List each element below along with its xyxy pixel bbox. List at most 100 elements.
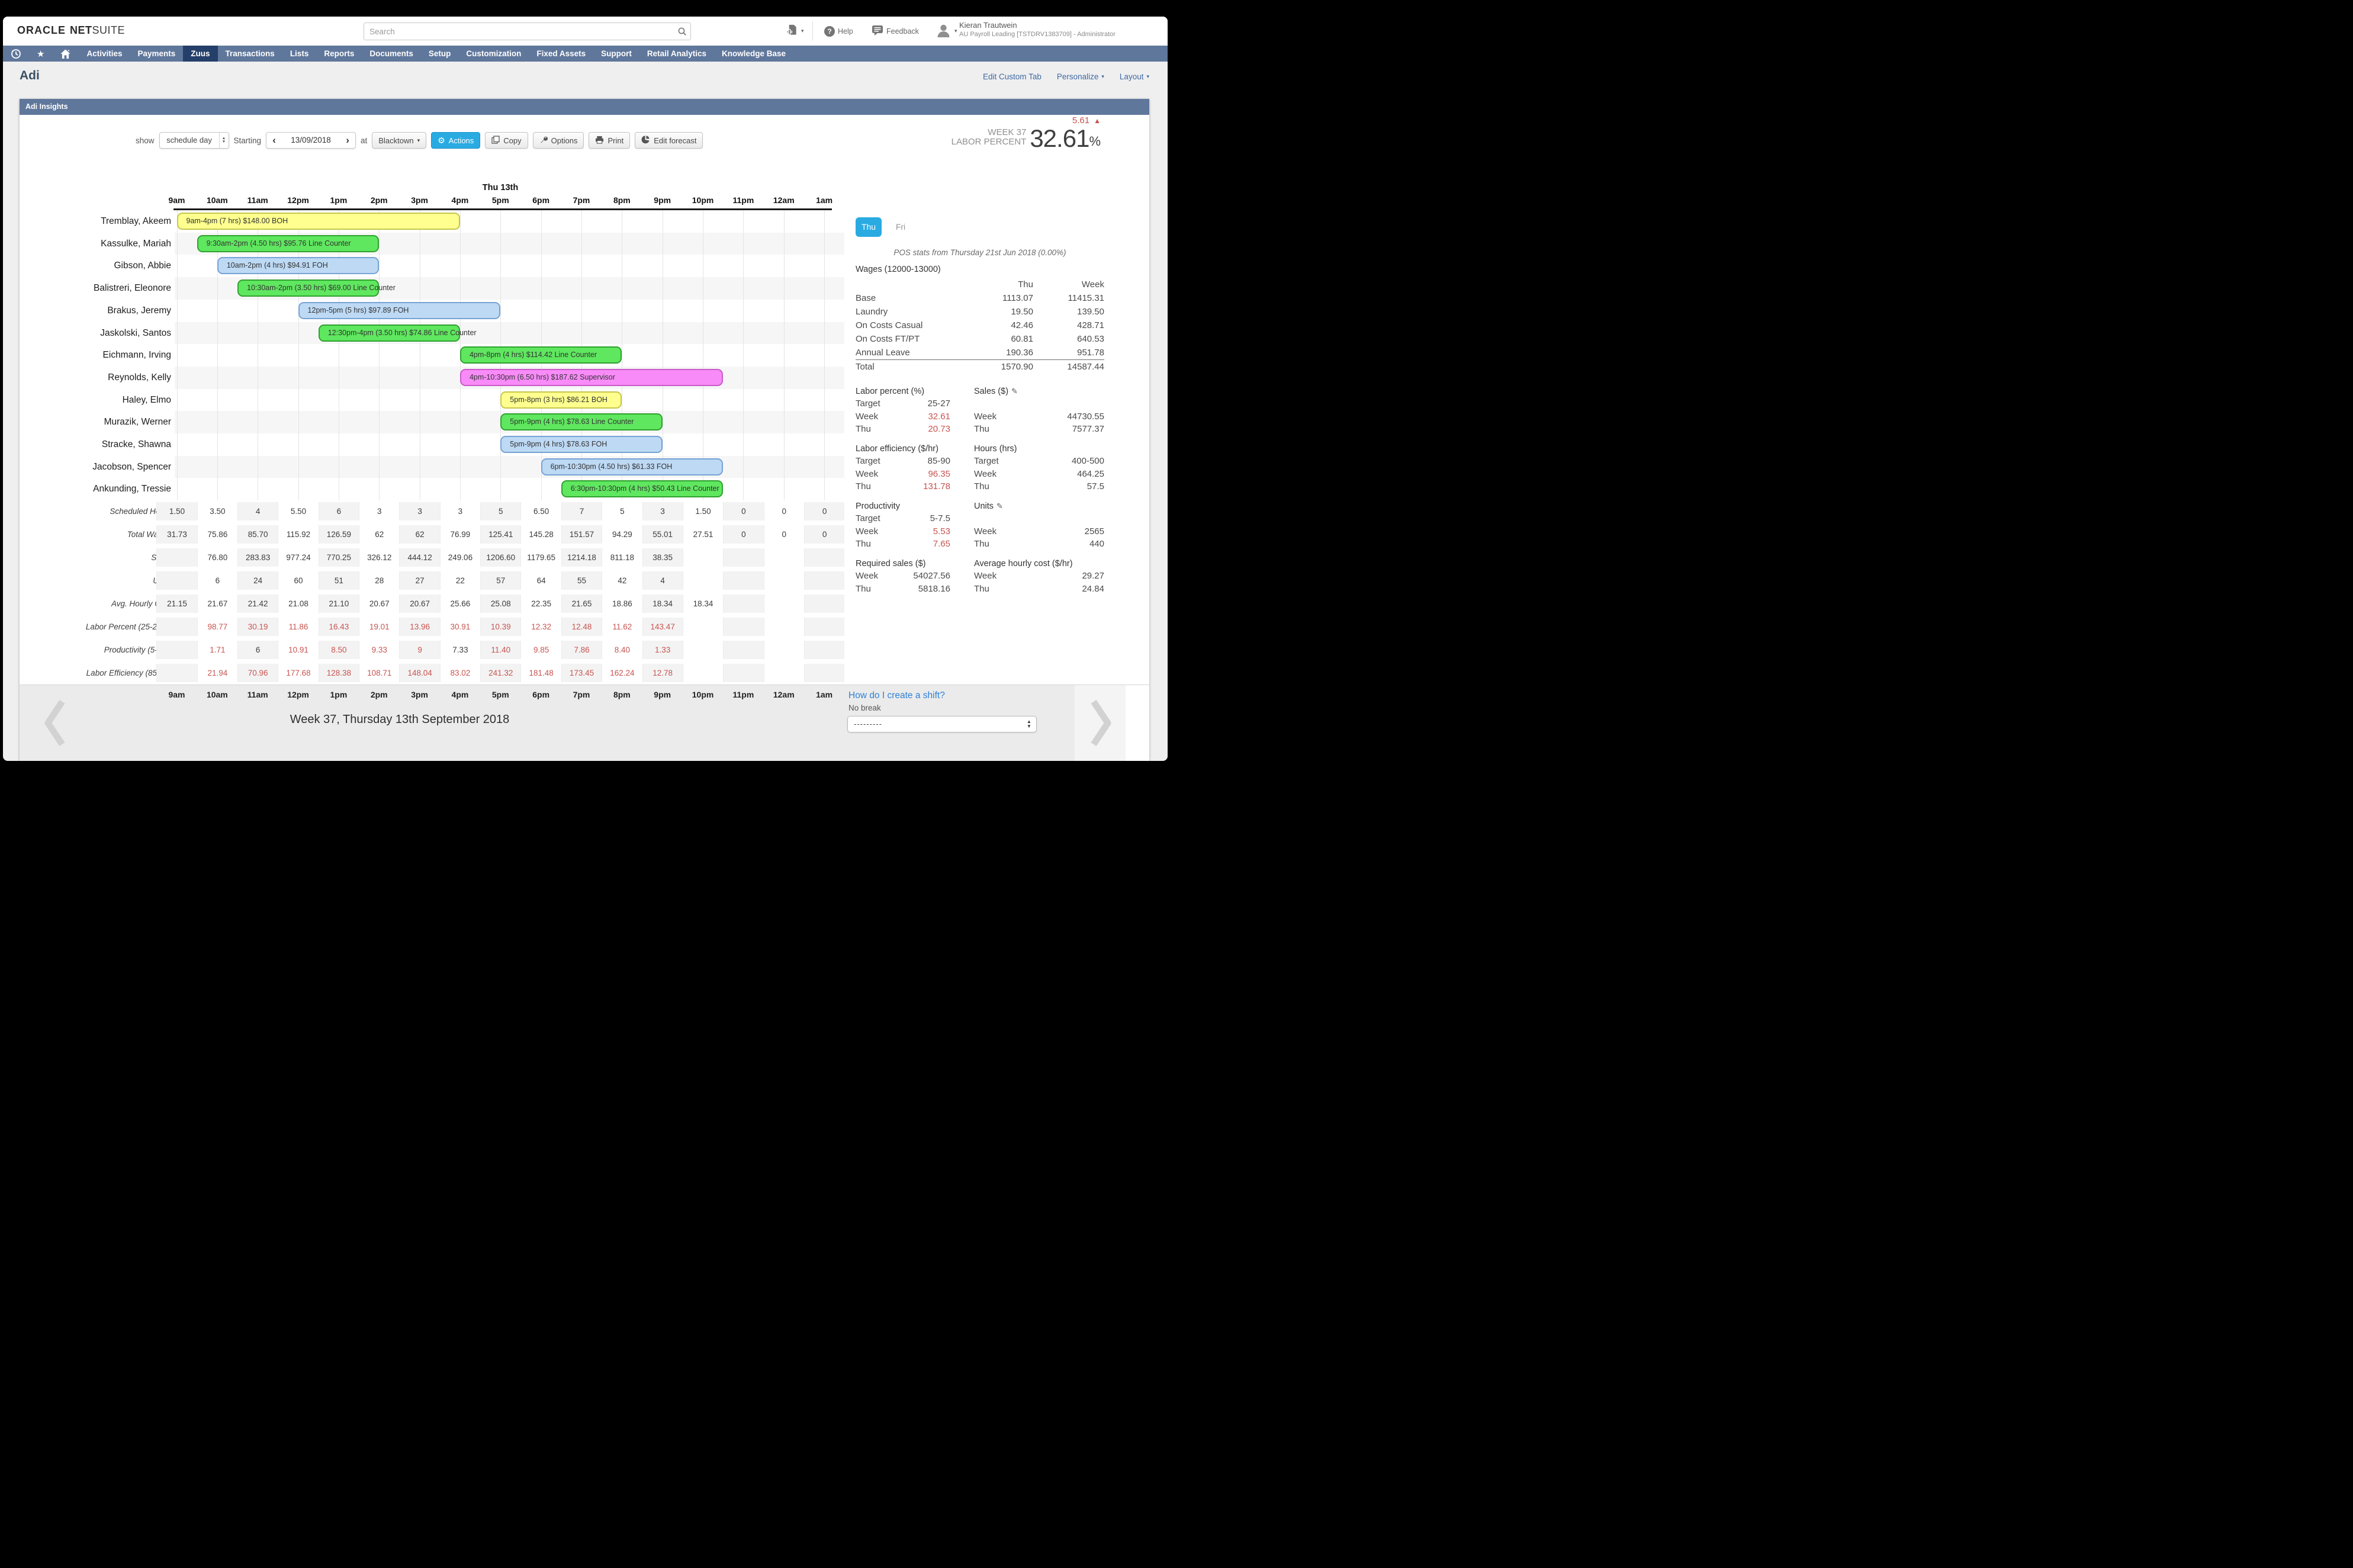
nav-item-zuus[interactable]: Zuus <box>183 46 218 62</box>
stats-cell: 30.91 <box>439 618 480 636</box>
shift-bar[interactable]: 5pm-8pm (3 hrs) $86.21 BOH <box>500 391 622 409</box>
shift-bar[interactable]: 12:30pm-4pm (3.50 hrs) $74.86 Line Count… <box>318 324 477 342</box>
shift-bar[interactable]: 9am-4pm (7 hrs) $148.00 BOH <box>176 213 460 230</box>
nav-item-knowledge-base[interactable]: Knowledge Base <box>721 49 786 58</box>
nav-item-customization[interactable]: Customization <box>466 49 522 58</box>
new-record-button[interactable]: ▾ <box>786 17 804 46</box>
search-input[interactable] <box>364 23 691 40</box>
stats-cell: 4 <box>642 571 683 590</box>
home-icon[interactable] <box>52 46 79 62</box>
footer-hour-label: 12am <box>773 690 795 699</box>
stats-cell <box>682 664 723 682</box>
actions-button[interactable]: ⚙ Actions <box>431 132 481 149</box>
edit-forecast-button[interactable]: Edit forecast <box>635 132 703 149</box>
nav-item-payments[interactable]: Payments <box>137 49 176 58</box>
stats-cell: 173.45 <box>561 664 602 682</box>
search-icon[interactable] <box>677 27 687 39</box>
personalize-menu[interactable]: Personalize ▾ <box>1057 72 1104 81</box>
footer-hour-label: 10pm <box>692 690 714 699</box>
edit-icon[interactable]: ✎ <box>1011 387 1018 396</box>
gantt-hour-label: 10pm <box>692 195 714 205</box>
wages-total-thu: 1570.90 <box>1001 361 1033 372</box>
header-divider <box>812 21 813 41</box>
nav-item-fixed-assets[interactable]: Fixed Assets <box>536 49 586 58</box>
create-shift-help-link[interactable]: How do I create a shift? <box>848 690 945 701</box>
employee-name: Kassulke, Mariah <box>101 238 171 249</box>
view-select[interactable]: schedule day ▲ ▼ <box>159 132 229 149</box>
stats-cell: 3 <box>359 502 399 520</box>
stats-cell: 57 <box>480 571 521 590</box>
tab-thu[interactable]: Thu <box>856 217 882 237</box>
stat-block-labor-efficiency-hr: Labor efficiency ($/hr) Target 85-90 Week 96… <box>856 444 950 499</box>
stats-cell <box>682 548 723 567</box>
stats-cell: 21.42 <box>237 595 278 613</box>
stats-cell: 4 <box>237 502 278 520</box>
stats-cell: 16.43 <box>318 618 359 636</box>
nav-item-transactions[interactable]: Transactions <box>225 49 275 58</box>
tab-fri[interactable]: Fri <box>895 222 906 232</box>
options-button[interactable]: Options <box>532 132 584 149</box>
nav-item-retail-analytics[interactable]: Retail Analytics <box>647 49 706 58</box>
shift-bar[interactable]: 5pm-9pm (4 hrs) $78.63 FOH <box>500 436 663 453</box>
feedback-button[interactable]: Feedback <box>872 17 919 46</box>
stats-cell: 85.70 <box>237 525 278 544</box>
stats-cell: 18.86 <box>602 595 642 613</box>
user-info[interactable]: Kieran Trautwein AU Payroll Leading [TST… <box>959 21 1155 38</box>
footer-hour-label: 7pm <box>573 690 590 699</box>
stats-cell: 7 <box>561 502 602 520</box>
copy-button[interactable]: Copy <box>485 132 528 149</box>
prev-day-button[interactable]: ‹ <box>272 134 276 146</box>
stats-cell: 70.96 <box>237 664 278 682</box>
stat-block-row-label: Thu <box>974 481 989 491</box>
layout-menu[interactable]: Layout ▾ <box>1120 72 1149 81</box>
stats-cell: 18.34 <box>642 595 683 613</box>
footer-hour-label: 2pm <box>370 690 388 699</box>
nav-item-lists[interactable]: Lists <box>290 49 309 58</box>
break-select-value: --------- <box>854 719 882 728</box>
shift-bar[interactable]: 4pm-8pm (4 hrs) $114.42 Line Counter <box>459 346 622 364</box>
wages-week-value: 951.78 <box>1077 348 1104 358</box>
date-value[interactable]: 13/09/2018 <box>291 136 331 144</box>
print-button[interactable]: Print <box>589 132 631 149</box>
stats-cell <box>156 548 197 567</box>
break-select[interactable]: --------- ▲ ▼ <box>847 716 1037 732</box>
wages-thu-value: 190.36 <box>1006 348 1033 358</box>
gantt-hour-label: 1am <box>816 195 833 205</box>
user-menu-button[interactable]: ▾ <box>936 17 957 46</box>
wages-thu-value: 60.81 <box>1011 334 1033 344</box>
shift-bar[interactable]: 10am-2pm (4 hrs) $94.91 FOH <box>217 257 380 275</box>
shift-bar[interactable]: 12pm-5pm (5 hrs) $97.89 FOH <box>298 301 501 319</box>
shift-bar[interactable]: 9:30am-2pm (4.50 hrs) $95.76 Line Counte… <box>197 234 380 252</box>
nav-item-support[interactable]: Support <box>601 49 632 58</box>
location-dropdown[interactable]: Blacktown ▾ <box>372 132 427 149</box>
help-button[interactable]: ? Help <box>824 17 853 46</box>
stats-row: Labor Percent (25-27%) 98.77 30.19 11.86 16.… <box>20 615 845 638</box>
stats-cell: 148.04 <box>399 664 440 682</box>
stat-block-title: Sales ($) ✎ <box>974 387 1018 396</box>
shift-bar[interactable]: 10:30am-2pm (3.50 hrs) $69.00 Line Count… <box>237 279 396 297</box>
stats-cell <box>763 595 804 613</box>
edit-custom-tab-link[interactable]: Edit Custom Tab <box>983 72 1042 81</box>
edit-icon[interactable]: ✎ <box>997 502 1003 510</box>
stats-row-label: Productivity (5-7.5) <box>104 645 171 654</box>
recent-records-icon[interactable] <box>3 46 29 62</box>
next-period-chevron[interactable] <box>1088 698 1114 751</box>
shift-bar[interactable]: 6:30pm-10:30pm (4 hrs) $50.43 Line Count… <box>561 480 724 498</box>
stats-row: Total Wages 31.73 75.86 85.70 115.92 126.59 62… <box>20 523 845 546</box>
shift-bar[interactable]: 4pm-10:30pm (6.50 hrs) $187.62 Superviso… <box>459 368 724 386</box>
nav-item-activities[interactable]: Activities <box>86 49 123 58</box>
shortcuts-star-icon[interactable]: ★ <box>37 49 45 59</box>
prev-period-chevron[interactable] <box>42 698 68 751</box>
stats-cell: 1179.65 <box>520 548 561 567</box>
stat-block-title: Labor percent (%) <box>856 387 925 396</box>
stat-block-units: Units ✎ Week 2565 Thu 440 <box>974 502 1104 556</box>
shift-bar[interactable]: 5pm-9pm (4 hrs) $78.63 Line Counter <box>500 413 663 431</box>
next-day-button[interactable]: › <box>346 134 349 146</box>
nav-item-setup[interactable]: Setup <box>428 49 451 58</box>
netsuite-logo[interactable]: ORACLE NETSUITE <box>17 24 125 37</box>
shift-bar[interactable]: 6pm-10:30pm (4.50 hrs) $61.33 FOH <box>541 458 724 475</box>
nav-item-reports[interactable]: Reports <box>324 49 355 58</box>
stat-block-row-label: Week <box>856 571 879 581</box>
stats-cell: 0 <box>763 502 804 520</box>
nav-item-documents[interactable]: Documents <box>369 49 413 58</box>
